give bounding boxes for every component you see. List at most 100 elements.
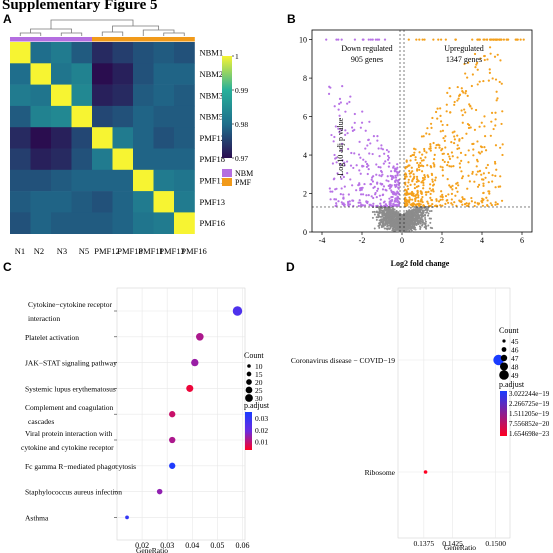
upregulated-point (474, 108, 478, 112)
heatmap-cell (30, 84, 52, 107)
downregulated-point (396, 195, 399, 198)
not-significant-point (400, 215, 403, 218)
not-significant-point (395, 228, 398, 231)
upregulated-point (409, 159, 412, 162)
y-axis-tick-label: 4 (303, 151, 307, 160)
downregulated-point (385, 179, 388, 182)
upregulated-point (441, 166, 444, 169)
upregulated-point (420, 159, 424, 162)
upregulated-point (450, 151, 454, 154)
size-legend-title: Count (499, 326, 519, 335)
upregulated-point (476, 61, 479, 64)
heatmap-cell (71, 212, 93, 234)
upregulated-point (409, 154, 412, 158)
heatmap-cell (92, 127, 113, 149)
upregulated-point (474, 66, 477, 69)
heatmap-cell (71, 42, 93, 64)
downregulated-point (338, 97, 342, 101)
figure-title: Supplementary Figure 5 (2, 0, 158, 13)
heatmap-cell (51, 169, 72, 192)
downregulated-point (342, 193, 345, 196)
enrichment-dot (125, 515, 129, 520)
upregulated-point (460, 200, 463, 204)
upregulated-point (431, 184, 435, 187)
upregulated-point (411, 204, 415, 207)
x-axis-tick-label: 4 (480, 236, 484, 245)
heatmap-cell (153, 42, 175, 64)
upregulated-point (430, 189, 433, 192)
heatmap-cell (174, 84, 195, 107)
upregulated-point (416, 169, 419, 172)
heatmap-cell (112, 127, 134, 149)
upregulated-point (500, 122, 503, 126)
upregulated-point (431, 188, 435, 191)
downregulated-point (333, 105, 336, 108)
not-significant-point (419, 213, 422, 216)
downregulated-point (369, 38, 372, 41)
not-significant-point (398, 215, 401, 218)
upregulated-point (489, 202, 492, 205)
dendrogram-branch-nbm (19, 28, 83, 36)
not-significant-point (414, 205, 417, 208)
downregulated-point (333, 177, 336, 180)
heatmap-cell (92, 169, 113, 192)
heatmap-cell (112, 212, 134, 234)
upregulated-point (449, 185, 452, 189)
downregulated-point (379, 182, 382, 185)
dendrogram-branch-pmf (101, 25, 185, 36)
upregulated-point (486, 204, 489, 207)
upregulated-point (486, 163, 489, 167)
upregulated-point (441, 195, 444, 199)
upregulated-point (449, 111, 452, 114)
upregulated-point (452, 141, 456, 145)
size-legend-dot (245, 386, 253, 394)
heatmap-cell (71, 148, 93, 171)
upregulated-point (481, 204, 485, 207)
not-significant-point (392, 207, 395, 210)
annotation-legend-swatch (222, 169, 232, 177)
upregulated-point (453, 100, 456, 104)
upregulated-point (421, 176, 425, 180)
upregulated-point (407, 164, 410, 167)
annotation-legend-swatch (222, 178, 232, 186)
color-legend-label: 0.02 (255, 426, 268, 435)
upregulated-point (501, 110, 504, 113)
category-label: Systemic lupus erythematosus (25, 384, 116, 393)
downregulated-point (372, 202, 375, 205)
downregulated-point (387, 165, 390, 168)
heatmap-cell (30, 148, 52, 171)
not-significant-point (406, 221, 409, 224)
upregulated-point (409, 175, 412, 178)
heatmap-cell (10, 148, 31, 171)
upregulated-point (472, 154, 475, 157)
upregulated-point (406, 185, 409, 188)
upregulated-point (453, 130, 456, 133)
upregulated-point (415, 185, 418, 188)
size-legend-dot (500, 362, 508, 371)
category-label: Complement and coagulation (25, 403, 114, 412)
x-axis-tick-label: 0.1500 (485, 539, 506, 548)
upregulated-point (495, 99, 498, 102)
upregulated-point (480, 145, 484, 149)
upregulated-point (413, 151, 416, 154)
upregulated-point (496, 53, 499, 56)
upregulated-point (446, 178, 449, 181)
upregulated-point (494, 162, 497, 165)
upregulated-point (500, 199, 504, 202)
upregulated-point (487, 171, 490, 174)
size-legend-label: 46 (511, 346, 519, 355)
not-significant-point (378, 208, 381, 211)
not-significant-point (410, 222, 413, 225)
upregulated-point (458, 147, 461, 150)
not-significant-point (427, 224, 430, 227)
not-significant-point (416, 219, 419, 222)
heatmap-cell (30, 105, 52, 128)
downregulated-point (340, 142, 344, 145)
downregulated-point (351, 199, 354, 202)
upregulated-point (468, 180, 471, 183)
enrichment-dot (423, 470, 428, 474)
heatmap-cell (10, 212, 31, 234)
upregulated-point (406, 203, 409, 206)
upregulated-point (461, 136, 464, 140)
upregulated-point (450, 202, 453, 205)
